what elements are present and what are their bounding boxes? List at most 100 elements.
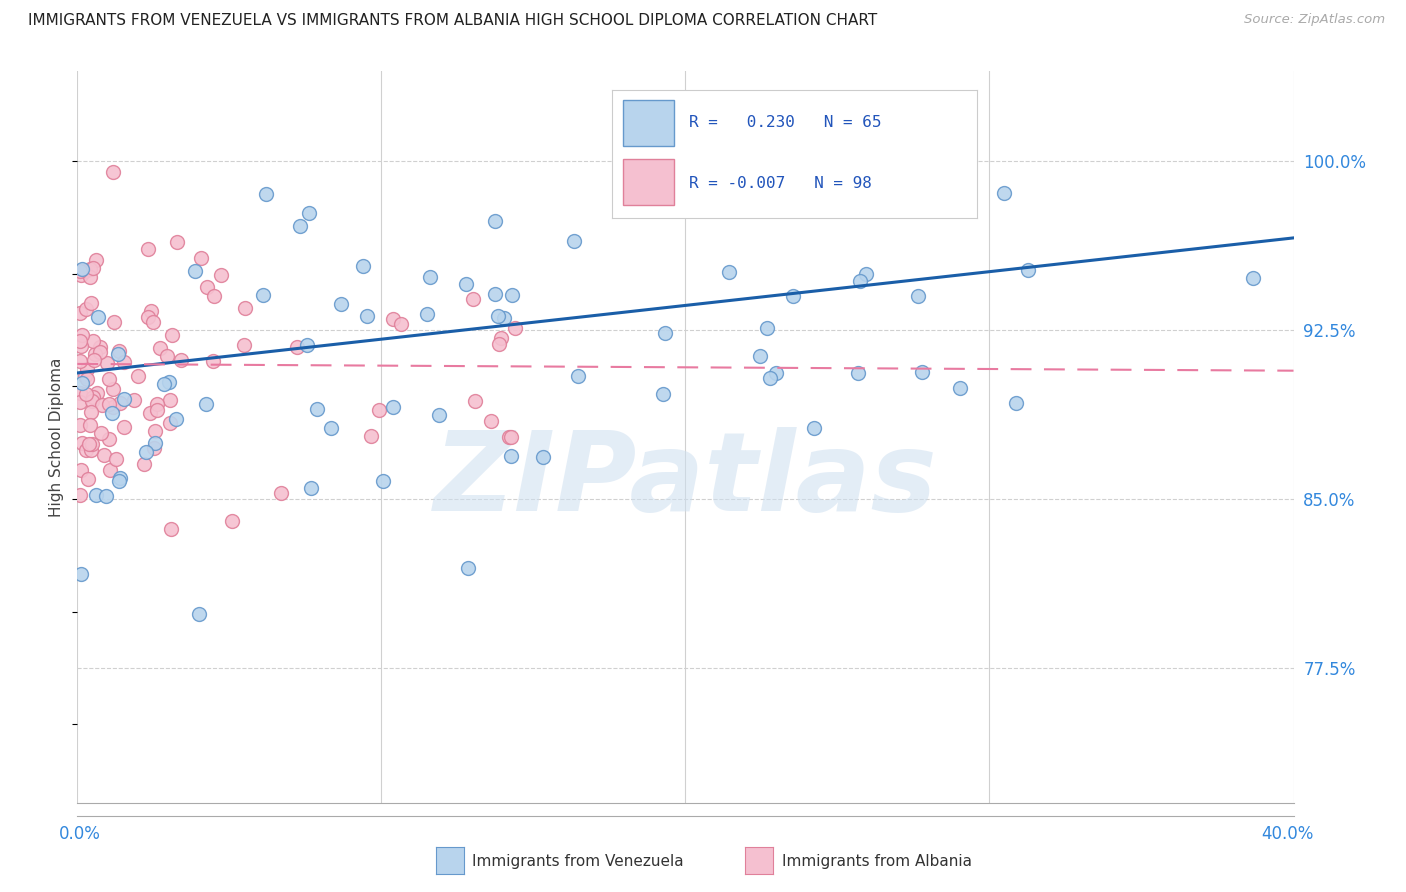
Point	[368, 403, 391, 417]
Point	[136, 242, 159, 256]
Point	[759, 371, 782, 385]
Point	[157, 375, 180, 389]
Point	[69, 394, 91, 409]
Point	[531, 450, 554, 464]
Point	[98, 432, 121, 446]
Point	[416, 307, 439, 321]
Point	[80, 393, 103, 408]
Point	[69, 488, 91, 502]
Point	[98, 397, 121, 411]
Point	[84, 347, 107, 361]
Point	[112, 354, 135, 368]
Point	[381, 311, 404, 326]
Point	[80, 295, 103, 310]
Point	[90, 426, 112, 441]
Point	[907, 289, 929, 303]
Point	[457, 561, 479, 575]
Point	[299, 481, 322, 495]
Point	[145, 435, 167, 450]
Point	[69, 264, 91, 278]
Point	[75, 369, 97, 384]
Point	[782, 288, 804, 302]
Point	[911, 365, 934, 379]
Point	[98, 463, 121, 477]
Point	[270, 485, 292, 500]
Point	[202, 289, 225, 303]
Point	[160, 522, 183, 536]
Point	[112, 419, 135, 434]
Point	[305, 401, 328, 416]
Point	[134, 457, 156, 471]
Point	[75, 301, 97, 316]
Point	[319, 421, 342, 435]
Point	[89, 345, 111, 359]
Point	[146, 397, 169, 411]
Point	[748, 349, 770, 363]
Point	[846, 366, 869, 380]
Text: IMMIGRANTS FROM VENEZUELA VS IMMIGRANTS FROM ALBANIA HIGH SCHOOL DIPLOMA CORRELA: IMMIGRANTS FROM VENEZUELA VS IMMIGRANTS …	[28, 13, 877, 29]
Text: Source: ZipAtlas.com: Source: ZipAtlas.com	[1244, 13, 1385, 27]
Point	[499, 449, 522, 463]
Point	[562, 234, 585, 248]
Point	[202, 354, 225, 368]
Point	[79, 443, 101, 458]
Point	[70, 435, 93, 450]
Point	[82, 390, 104, 404]
Point	[454, 277, 477, 292]
Point	[479, 414, 502, 428]
Point	[718, 265, 741, 279]
Point	[195, 279, 218, 293]
Point	[86, 488, 108, 502]
Point	[464, 394, 486, 409]
Point	[184, 264, 207, 278]
Point	[80, 404, 103, 418]
Y-axis label: High School Diploma: High School Diploma	[49, 358, 65, 516]
Text: 40.0%: 40.0%	[1261, 825, 1315, 843]
Point	[70, 339, 93, 353]
Point	[494, 311, 516, 326]
Point	[107, 344, 129, 359]
Point	[79, 270, 101, 285]
Point	[755, 321, 778, 335]
Point	[290, 219, 312, 233]
Point	[70, 268, 93, 282]
Point	[108, 396, 131, 410]
Point	[848, 275, 870, 289]
Point	[221, 514, 243, 528]
Point	[298, 206, 321, 220]
Point	[90, 399, 112, 413]
Point	[75, 442, 97, 457]
Point	[949, 381, 972, 395]
Point	[381, 400, 404, 414]
Point	[127, 369, 149, 384]
Point	[160, 328, 183, 343]
Point	[209, 268, 232, 283]
Point	[76, 361, 98, 376]
Point	[93, 448, 115, 462]
Point	[136, 310, 159, 325]
Point	[352, 259, 374, 273]
Point	[98, 372, 121, 386]
Point	[76, 372, 98, 386]
Point	[146, 403, 169, 417]
Point	[153, 376, 176, 391]
Point	[654, 326, 676, 341]
Point	[419, 270, 441, 285]
Point	[486, 310, 509, 324]
Point	[69, 306, 91, 320]
Point	[142, 315, 165, 329]
Point	[70, 261, 93, 276]
Point	[499, 430, 522, 444]
Point	[156, 349, 179, 363]
Point	[82, 437, 104, 451]
Point	[70, 328, 93, 343]
Point	[187, 607, 209, 621]
Point	[461, 292, 484, 306]
Point	[77, 472, 100, 486]
Point	[489, 331, 512, 345]
Text: Immigrants from Albania: Immigrants from Albania	[782, 855, 972, 869]
Point	[287, 340, 309, 354]
Point	[108, 474, 131, 488]
Point	[101, 400, 124, 414]
Point	[232, 337, 254, 351]
